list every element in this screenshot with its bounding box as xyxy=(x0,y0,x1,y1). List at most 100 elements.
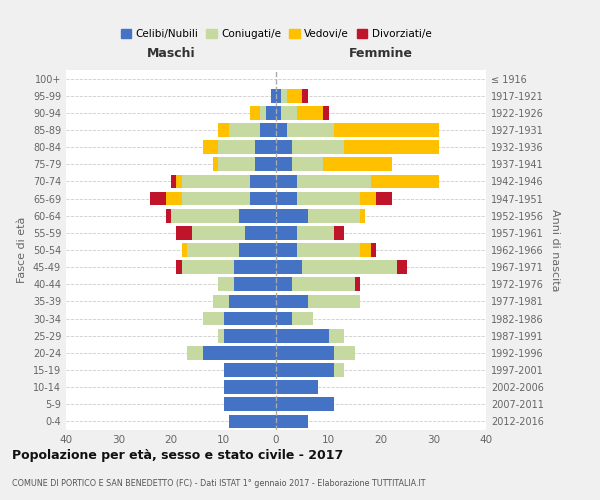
Text: COMUNE DI PORTICO E SAN BENEDETTO (FC) - Dati ISTAT 1° gennaio 2017 - Elaborazio: COMUNE DI PORTICO E SAN BENEDETTO (FC) -… xyxy=(12,478,425,488)
Bar xyxy=(297,192,360,205)
Bar xyxy=(397,260,407,274)
Bar xyxy=(276,294,308,308)
Bar xyxy=(334,226,344,239)
Bar xyxy=(276,414,308,428)
Bar xyxy=(334,363,344,377)
Bar xyxy=(255,158,276,171)
Bar xyxy=(292,278,355,291)
Bar xyxy=(182,260,234,274)
Bar xyxy=(223,363,276,377)
Bar xyxy=(276,226,297,239)
Bar xyxy=(276,174,297,188)
Bar xyxy=(360,243,371,257)
Bar xyxy=(276,140,292,154)
Bar xyxy=(223,329,276,342)
Bar xyxy=(308,209,360,222)
Bar xyxy=(229,123,260,137)
Bar xyxy=(171,209,239,222)
Bar xyxy=(250,174,276,188)
Bar xyxy=(150,192,166,205)
Bar xyxy=(276,192,297,205)
Bar xyxy=(297,226,334,239)
Bar xyxy=(223,398,276,411)
Bar xyxy=(171,174,176,188)
Bar xyxy=(276,278,292,291)
Bar xyxy=(223,312,276,326)
Bar xyxy=(218,158,255,171)
Bar xyxy=(302,260,397,274)
Bar xyxy=(239,243,276,257)
Bar xyxy=(308,294,360,308)
Bar xyxy=(276,329,329,342)
Bar xyxy=(276,89,281,102)
Bar xyxy=(245,226,276,239)
Bar xyxy=(271,89,276,102)
Bar xyxy=(276,209,308,222)
Bar xyxy=(292,312,313,326)
Text: Femmine: Femmine xyxy=(349,46,413,60)
Bar xyxy=(287,123,334,137)
Bar xyxy=(182,192,250,205)
Bar xyxy=(203,312,223,326)
Bar xyxy=(276,243,297,257)
Bar xyxy=(203,140,218,154)
Bar xyxy=(276,106,281,120)
Bar xyxy=(166,192,182,205)
Bar xyxy=(292,140,344,154)
Bar xyxy=(239,209,276,222)
Legend: Celibi/Nubili, Coniugati/e, Vedovi/e, Divorziati/e: Celibi/Nubili, Coniugati/e, Vedovi/e, Di… xyxy=(116,25,436,43)
Bar xyxy=(192,226,245,239)
Bar xyxy=(371,174,439,188)
Bar xyxy=(276,398,334,411)
Bar xyxy=(360,192,376,205)
Bar xyxy=(223,380,276,394)
Bar xyxy=(360,209,365,222)
Bar xyxy=(302,89,308,102)
Bar xyxy=(260,123,276,137)
Bar xyxy=(276,363,334,377)
Bar xyxy=(187,243,239,257)
Bar xyxy=(229,294,276,308)
Bar xyxy=(234,260,276,274)
Bar xyxy=(276,380,318,394)
Bar xyxy=(260,106,265,120)
Bar xyxy=(218,278,234,291)
Bar xyxy=(297,106,323,120)
Bar xyxy=(376,192,392,205)
Bar xyxy=(182,243,187,257)
Bar xyxy=(297,243,360,257)
Bar xyxy=(218,329,223,342)
Bar xyxy=(250,192,276,205)
Bar xyxy=(187,346,203,360)
Bar xyxy=(250,106,260,120)
Bar xyxy=(213,294,229,308)
Y-axis label: Fasce di età: Fasce di età xyxy=(17,217,27,283)
Bar xyxy=(276,158,292,171)
Bar xyxy=(166,209,171,222)
Bar xyxy=(287,89,302,102)
Bar xyxy=(276,123,287,137)
Bar xyxy=(234,278,276,291)
Bar xyxy=(218,140,255,154)
Bar xyxy=(281,106,297,120)
Bar xyxy=(323,158,392,171)
Bar xyxy=(297,174,371,188)
Bar xyxy=(334,123,439,137)
Bar xyxy=(276,312,292,326)
Bar xyxy=(329,329,344,342)
Bar xyxy=(281,89,287,102)
Bar xyxy=(229,414,276,428)
Bar xyxy=(371,243,376,257)
Bar xyxy=(276,260,302,274)
Bar xyxy=(355,278,360,291)
Bar xyxy=(344,140,439,154)
Bar xyxy=(292,158,323,171)
Bar xyxy=(334,346,355,360)
Y-axis label: Anni di nascita: Anni di nascita xyxy=(550,209,560,291)
Bar xyxy=(276,346,334,360)
Bar xyxy=(255,140,276,154)
Bar xyxy=(265,106,276,120)
Bar xyxy=(176,226,192,239)
Bar xyxy=(203,346,276,360)
Bar xyxy=(176,260,182,274)
